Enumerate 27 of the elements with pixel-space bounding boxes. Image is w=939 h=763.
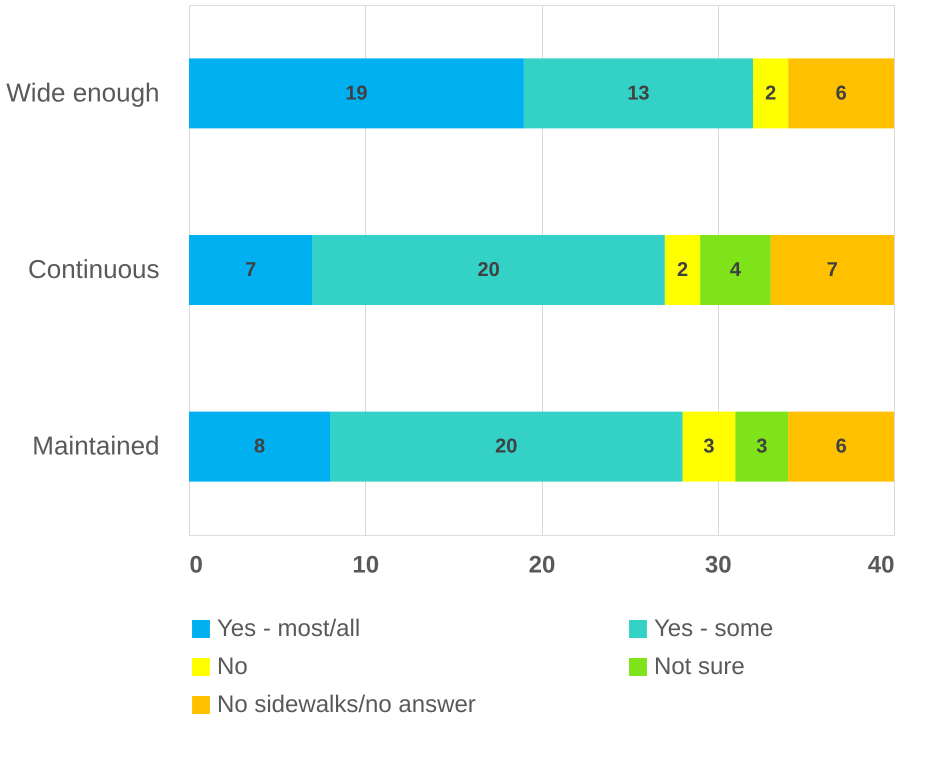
data-label: 2 bbox=[676, 259, 688, 281]
x-tick-label: 40 bbox=[868, 552, 894, 578]
legend-label: Not sure bbox=[654, 653, 745, 680]
legend-label: No sidewalks/no answer bbox=[217, 691, 476, 718]
data-label: 3 bbox=[756, 436, 768, 458]
data-label: 6 bbox=[836, 436, 847, 458]
data-label: 7 bbox=[245, 259, 256, 281]
y-tick-label: Maintained bbox=[32, 430, 160, 461]
legend-label: Yes - some bbox=[654, 615, 774, 642]
data-label: 19 bbox=[345, 82, 368, 104]
x-tick-label: 30 bbox=[704, 552, 732, 578]
y-tick-label: Wide enough bbox=[6, 77, 160, 108]
y-tick-label: Continuous bbox=[28, 254, 160, 284]
data-label: 6 bbox=[836, 82, 847, 104]
x-tick-label: 20 bbox=[528, 552, 556, 578]
legend-label: No bbox=[217, 653, 248, 680]
data-label: 2 bbox=[765, 82, 776, 104]
x-tick-label: 10 bbox=[352, 552, 380, 578]
data-label: 20 bbox=[495, 436, 518, 458]
data-label: 7 bbox=[826, 259, 838, 281]
data-label: 3 bbox=[703, 436, 714, 458]
data-label: 4 bbox=[730, 259, 742, 281]
data-label: 13 bbox=[627, 82, 650, 104]
data-label: 8 bbox=[254, 436, 266, 458]
x-tick-label: 0 bbox=[190, 552, 203, 578]
legend-label: Yes - most/all bbox=[217, 615, 360, 642]
data-label: 20 bbox=[478, 259, 500, 281]
